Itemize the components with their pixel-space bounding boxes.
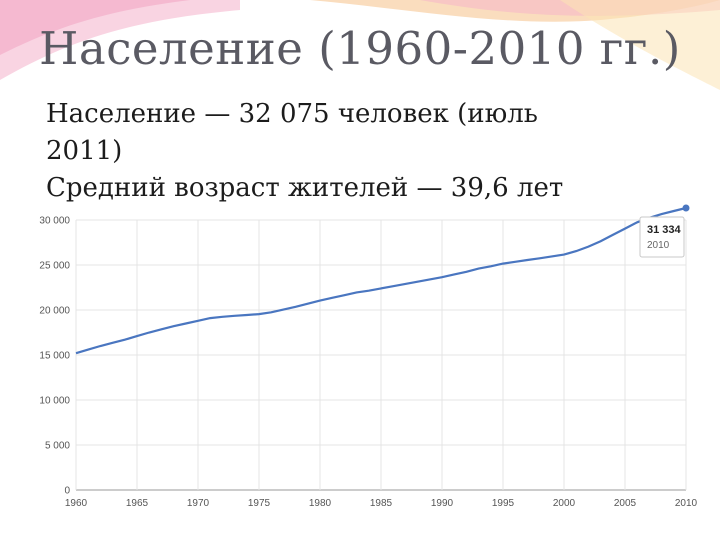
tooltip-box	[639, 216, 685, 258]
population-line-chart: 0 5 000 10 000 15 000 20 000 25 000 30 000 196…	[39, 204, 698, 509]
slide-title: Население (1960-2010 гг.)	[39, 22, 681, 75]
header-decoration	[0, 0, 720, 90]
tooltip-year: 2010	[647, 240, 670, 251]
chart-grid	[75, 219, 687, 491]
x-tick-label: 1975	[248, 498, 271, 509]
bullet-median-age: Средний возраст жителей — 39,6 лет	[46, 173, 564, 203]
x-tick-label: 1965	[126, 498, 149, 509]
x-tick-label: 1980	[309, 498, 332, 509]
x-tick-label: 2000	[553, 498, 576, 509]
x-tick-label: 2010	[675, 498, 698, 509]
y-axis-labels: 0 5 000 10 000 15 000 20 000 25 000 30 000	[39, 216, 70, 497]
y-tick-label: 0	[64, 486, 70, 497]
bullet-population: Население — 32 075 человек (июль 2011)	[46, 99, 538, 166]
x-axis-labels: 1960 1965 1970 1975 1980 1985 1990 1995 2000 2005…	[65, 498, 698, 509]
y-tick-label: 25 000	[39, 261, 70, 272]
x-tick-label: 1990	[431, 498, 454, 509]
x-tick-label: 1985	[370, 498, 393, 509]
end-data-point[interactable]	[682, 204, 690, 212]
bullet-list: Население — 32 075 человек (июль 2011) С…	[46, 96, 606, 207]
y-tick-label: 10 000	[39, 396, 70, 407]
y-tick-label: 20 000	[39, 306, 70, 317]
series-line	[75, 206, 687, 355]
data-tooltip: 31 334 2010	[639, 216, 685, 258]
tooltip-value: 31 334	[647, 224, 682, 236]
y-tick-label: 15 000	[39, 351, 70, 362]
x-tick-label: 1995	[492, 498, 515, 509]
x-tick-label: 1960	[65, 498, 88, 509]
x-tick-label: 2005	[614, 498, 637, 509]
x-tick-label: 1970	[187, 498, 210, 509]
y-tick-label: 5 000	[45, 441, 70, 452]
y-tick-label: 30 000	[39, 216, 70, 227]
